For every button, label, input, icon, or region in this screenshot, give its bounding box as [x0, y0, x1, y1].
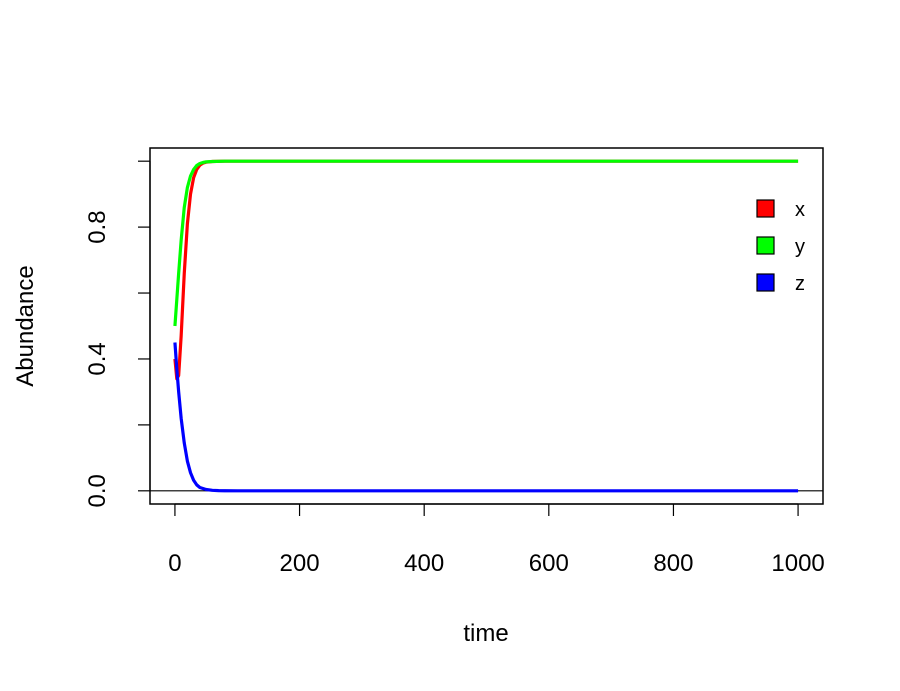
- legend-label-y: y: [795, 236, 805, 258]
- x-tick-label: 200: [280, 550, 320, 577]
- x-tick-label: 0: [168, 550, 181, 577]
- x-tick-label: 600: [529, 550, 569, 577]
- x-tick-label: 800: [653, 550, 693, 577]
- legend-label-z: z: [795, 273, 805, 295]
- series-line-x: [173, 159, 799, 381]
- legend-label-x: x: [795, 199, 805, 221]
- y-tick-label: 0.4: [84, 342, 111, 375]
- x-axis-title: time: [463, 620, 508, 647]
- series-layer: [173, 159, 799, 493]
- legend-swatch-x: [756, 199, 775, 218]
- legend-swatch-z: [756, 273, 775, 292]
- plot-frame: [149, 147, 824, 505]
- x-axis: 0 200 400 600 800 1000: [168, 503, 825, 577]
- x-tick-label: 400: [404, 550, 444, 577]
- series-line-z: [173, 342, 799, 493]
- y-axis-title: Abundance: [12, 265, 39, 386]
- series-line-y: [173, 159, 799, 327]
- y-tick-label: 0.0: [84, 474, 111, 507]
- y-tick-label: 0.8: [84, 210, 111, 243]
- x-tick-label: 1000: [771, 550, 824, 577]
- y-axis: 0.0 0.4 0.8: [84, 160, 151, 507]
- legend-swatch-y: [756, 236, 775, 255]
- legend: xyz: [756, 199, 805, 295]
